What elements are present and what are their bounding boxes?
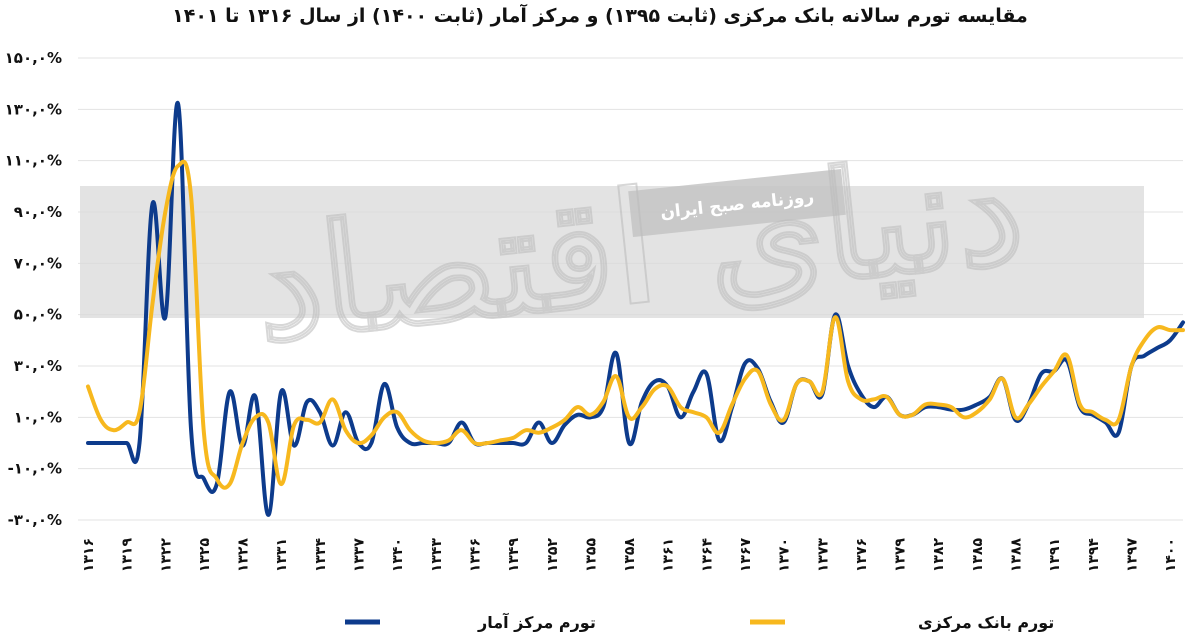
- x-tick-label: ۱۳۷۶: [854, 538, 870, 572]
- y-tick-label: ۱۰,۰%: [14, 408, 62, 426]
- x-tick-label: ۱۳۶۴: [699, 538, 715, 573]
- y-axis-ticks: ۱۵۰,۰% ۱۳۰,۰% ۱۱۰,۰% ۹۰,۰% ۷۰,۰% ۵۰,۰% ۳۰,۰% ۱۰…: [5, 49, 62, 529]
- x-tick-label: ۱۳۸۲: [931, 538, 947, 573]
- watermark-logo-text: دنیای اقتصاد: [246, 120, 1031, 376]
- x-tick-label: ۱۳۷۹: [893, 538, 909, 573]
- x-tick-label: ۱۳۴۹: [506, 538, 522, 573]
- x-tick-label: ۱۳۸۵: [970, 538, 986, 573]
- y-tick-label: ۷۰,۰%: [14, 254, 62, 272]
- x-axis-ticks: ۱۳۱۶ ۱۳۱۹ ۱۳۲۲ ۱۳۲۵ ۱۳۲۸ ۱۳۳۱ ۱۳۳۴ ۱۳۳۷ ۱۳۴۰ ۱۳۴۳…: [81, 538, 1179, 573]
- x-tick-label: ۱۳۷۳: [815, 538, 831, 573]
- x-tick-label: ۱۳۳۷: [352, 538, 368, 573]
- y-tick-label: ۵۰,۰%: [14, 306, 62, 324]
- x-tick-label: ۱۳۱۹: [120, 538, 136, 573]
- x-tick-label: ۱۳۵۲: [545, 538, 561, 573]
- x-tick-label: ۱۳۶۱: [661, 538, 677, 572]
- y-tick-label: ۱۵۰,۰%: [5, 49, 62, 67]
- series-lines: [86, 101, 1185, 517]
- x-tick-label: ۱۳۳۱: [274, 538, 290, 572]
- x-tick-label: ۱۳۵۸: [622, 538, 638, 573]
- y-tick-label: ۱۳۰,۰%: [5, 100, 62, 118]
- legend: تورم مرکز آمار تورم بانک مرکزی: [345, 612, 1054, 632]
- x-tick-label: ۱۳۴۶: [467, 538, 483, 572]
- x-tick-label: ۱۳۲۸: [236, 538, 252, 573]
- x-tick-label: ۱۳۵۵: [583, 538, 599, 573]
- x-tick-label: ۱۳۱۶: [81, 538, 97, 572]
- legend-label-statistics-center: تورم مرکز آمار: [477, 612, 596, 632]
- watermark-label-box: [628, 168, 846, 238]
- x-tick-label: ۱۳۹۱: [1047, 538, 1063, 572]
- watermark: روزنامه صبح ایران دنیای اقتصاد: [80, 119, 1144, 377]
- x-tick-label: ۱۳۴۰: [390, 538, 406, 572]
- x-tick-label: ۱۳۷۰: [777, 538, 793, 572]
- chart-title: مقایسه تورم سالانه بانک مرکزی (ثابت ۱۳۹۵…: [172, 3, 1028, 27]
- series-line-central-bank: [86, 159, 1185, 490]
- x-tick-label: ۱۳۶۷: [738, 538, 754, 573]
- y-tick-label: ۱۱۰,۰%: [5, 152, 62, 170]
- x-tick-label: ۱۳۳۴: [313, 538, 329, 573]
- watermark-band: [80, 186, 1144, 318]
- x-tick-label: ۱۳۲۲: [158, 538, 174, 573]
- y-tick-label: -۱۰,۰%: [8, 460, 62, 478]
- x-tick-label: ۱۳۹۴: [1086, 538, 1102, 573]
- x-tick-label: ۱۳۸۸: [1009, 538, 1025, 573]
- x-tick-label: ۱۳۲۵: [197, 538, 213, 573]
- x-tick-label: ۱۴۰۰: [1163, 538, 1179, 572]
- x-tick-label: ۱۳۴۳: [429, 538, 445, 573]
- legend-label-central-bank: تورم بانک مرکزی: [918, 613, 1054, 632]
- y-tick-label: ۳۰,۰%: [14, 357, 62, 375]
- y-tick-label: -۳۰,۰%: [8, 511, 62, 529]
- x-tick-label: ۱۳۹۷: [1124, 538, 1140, 573]
- y-tick-label: ۹۰,۰%: [14, 203, 62, 221]
